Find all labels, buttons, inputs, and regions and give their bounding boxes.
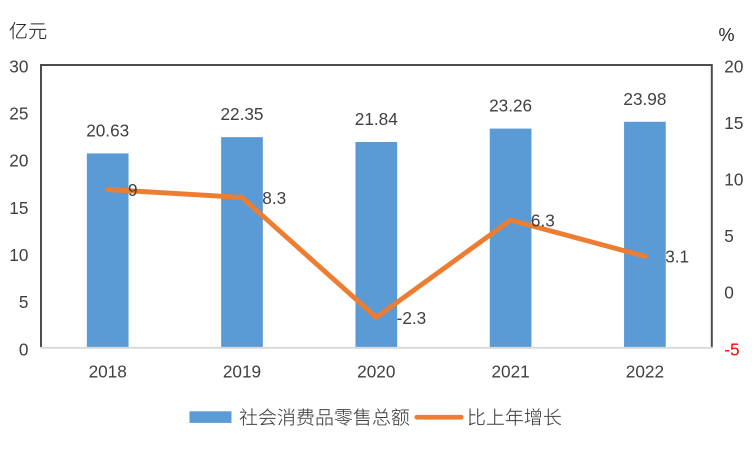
svg-text:23.98: 23.98	[623, 89, 666, 109]
svg-text:23.26: 23.26	[489, 96, 532, 116]
svg-text:0: 0	[724, 283, 734, 303]
svg-text:-2.3: -2.3	[397, 308, 427, 328]
svg-text:10: 10	[724, 170, 743, 190]
svg-text:22.35: 22.35	[220, 104, 263, 124]
svg-text:20: 20	[724, 56, 743, 76]
svg-text:8.3: 8.3	[262, 188, 286, 208]
svg-text:3.1: 3.1	[665, 247, 689, 267]
svg-text:%: %	[719, 25, 735, 45]
svg-text:21.84: 21.84	[355, 109, 398, 129]
svg-text:30: 30	[9, 56, 28, 76]
svg-text:0: 0	[19, 339, 29, 359]
svg-text:25: 25	[9, 104, 28, 124]
svg-text:2020: 2020	[357, 362, 395, 382]
svg-text:2019: 2019	[223, 362, 261, 382]
svg-text:15: 15	[9, 198, 28, 218]
svg-text:2018: 2018	[89, 362, 127, 382]
svg-text:2021: 2021	[491, 362, 529, 382]
svg-text:-5: -5	[724, 339, 739, 359]
svg-text:20: 20	[9, 151, 28, 171]
svg-text:9: 9	[128, 180, 138, 200]
svg-text:5: 5	[19, 292, 29, 312]
svg-text:15: 15	[724, 113, 743, 133]
svg-text:2022: 2022	[626, 362, 664, 382]
svg-text:5: 5	[724, 226, 734, 246]
svg-text:20.63: 20.63	[86, 120, 129, 140]
svg-text:10: 10	[9, 245, 28, 265]
svg-text:6.3: 6.3	[531, 211, 555, 231]
